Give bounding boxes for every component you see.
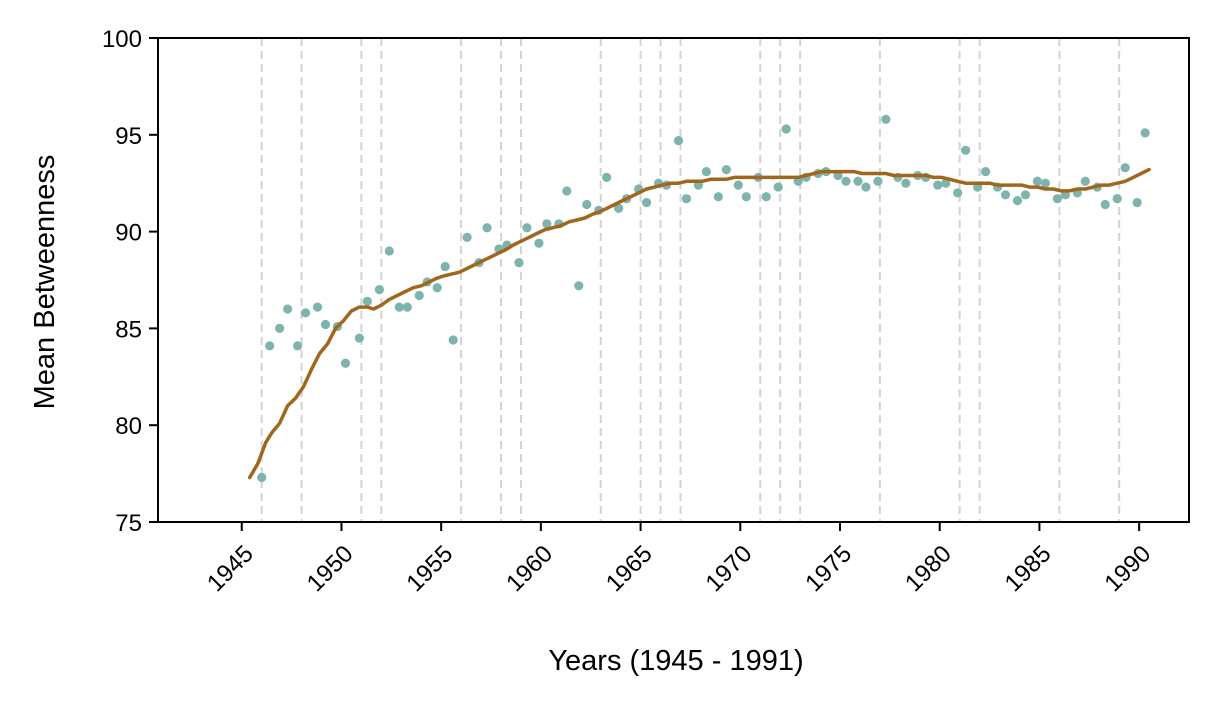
data-point-49	[741, 192, 751, 202]
data-point-69	[941, 178, 951, 188]
data-point-1	[265, 341, 275, 351]
data-point-88	[1132, 197, 1142, 208]
data-point-53	[781, 124, 791, 134]
data-point-16	[414, 290, 424, 301]
data-point-85	[1100, 199, 1110, 210]
data-point-43	[681, 194, 692, 204]
data-point-63	[881, 114, 891, 124]
x-tick-label-1965: 1965	[601, 540, 658, 597]
data-point-71	[961, 145, 971, 155]
y-tick-label-85: 85	[115, 316, 142, 343]
y-axis: 75 80 85 90 95 100	[102, 26, 158, 537]
data-point-78	[1032, 176, 1043, 186]
y-tick-label-75: 75	[115, 510, 142, 537]
x-tick-label-1980: 1980	[900, 540, 957, 597]
y-tick-label-90: 90	[115, 220, 142, 247]
data-point-75	[1000, 190, 1011, 200]
data-point-68	[933, 180, 943, 190]
data-point-51	[761, 192, 771, 202]
data-point-14	[394, 302, 404, 312]
data-point-19	[440, 261, 450, 272]
data-point-6	[312, 302, 323, 312]
data-point-33	[582, 199, 592, 210]
data-point-65	[901, 178, 911, 188]
x-tick-label-1950: 1950	[302, 540, 359, 597]
data-point-89	[1140, 128, 1150, 138]
data-point-3	[283, 304, 293, 314]
x-tick-label-1970: 1970	[701, 540, 758, 597]
data-point-7	[320, 319, 331, 330]
x-axis-title: Years (1945 - 1991)	[548, 645, 803, 677]
data-point-32	[574, 281, 584, 291]
data-point-61	[861, 182, 871, 192]
data-point-11	[362, 296, 372, 306]
data-point-45	[701, 166, 712, 177]
y-tick-label-100: 100	[102, 26, 142, 53]
data-point-60	[853, 176, 863, 186]
y-tick-label-80: 80	[115, 413, 142, 440]
data-point-31	[562, 186, 572, 196]
data-point-0	[257, 472, 267, 483]
data-point-70	[953, 188, 963, 198]
data-point-23	[482, 223, 492, 233]
data-point-77	[1020, 190, 1031, 200]
trend-line	[247, 167, 1151, 480]
x-tick-label-1985: 1985	[1000, 540, 1057, 597]
data-point-48	[733, 180, 743, 190]
data-point-86	[1112, 194, 1122, 204]
plot-frame	[157, 37, 1190, 523]
data-point-9	[340, 358, 351, 368]
data-point-79	[1040, 178, 1051, 188]
x-tick-label-1990: 1990	[1099, 540, 1156, 597]
data-point-10	[354, 333, 365, 343]
x-tick-label-1975: 1975	[800, 540, 857, 597]
data-point-36	[614, 203, 624, 213]
data-point-73	[980, 166, 991, 177]
data-point-21	[462, 232, 472, 243]
data-point-62	[873, 176, 883, 186]
y-axis-title: Mean Betweenness	[29, 155, 61, 410]
data-point-13	[384, 246, 394, 256]
event-lines	[260, 38, 1121, 522]
data-point-83	[1080, 176, 1090, 186]
data-point-35	[602, 172, 612, 182]
data-point-26	[514, 257, 524, 268]
data-point-47	[721, 165, 731, 175]
data-point-76	[1012, 196, 1023, 206]
data-point-46	[713, 192, 723, 202]
data-point-80	[1052, 194, 1062, 204]
data-point-20	[448, 335, 458, 345]
data-point-42	[673, 136, 684, 146]
x-tick-label-1960: 1960	[501, 540, 558, 597]
data-point-18	[432, 283, 442, 293]
data-point-52	[773, 182, 783, 192]
data-point-87	[1120, 163, 1130, 173]
data-point-4	[292, 341, 303, 351]
data-point-2	[275, 323, 285, 333]
scatter-points	[257, 114, 1150, 483]
trend-line-group	[247, 167, 1151, 480]
data-point-59	[841, 176, 851, 186]
data-point-15	[402, 302, 412, 312]
data-point-29	[542, 219, 552, 229]
y-tick-label-95: 95	[115, 123, 142, 150]
data-point-12	[374, 285, 384, 295]
x-tick-label-1955: 1955	[401, 540, 458, 597]
x-tick-label-1945: 1945	[202, 540, 259, 597]
data-point-39	[641, 197, 652, 208]
data-point-28	[534, 238, 544, 248]
data-point-5	[300, 308, 311, 318]
data-point-27	[522, 223, 532, 233]
x-axis: 1945 1950 1955 1960 1965 1970 1975 1980 1985 1990	[202, 522, 1156, 597]
